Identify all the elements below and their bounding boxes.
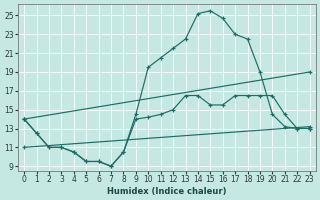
- X-axis label: Humidex (Indice chaleur): Humidex (Indice chaleur): [107, 187, 227, 196]
